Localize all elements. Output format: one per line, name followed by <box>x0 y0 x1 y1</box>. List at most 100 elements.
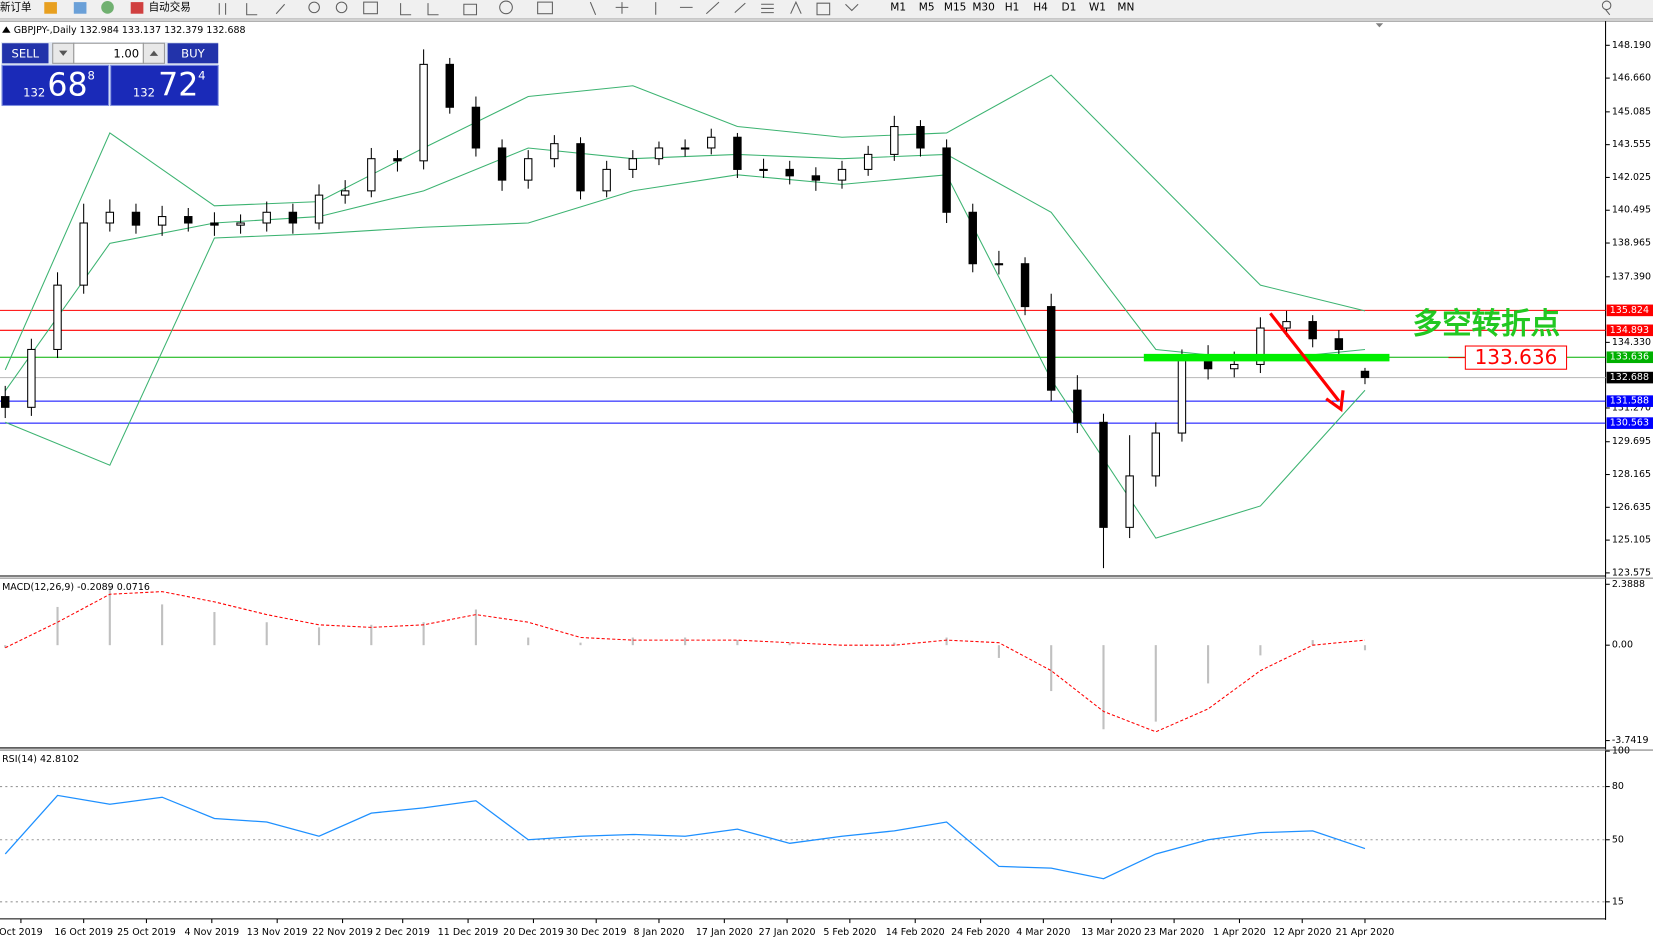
candle-body <box>1151 432 1161 477</box>
ask-main[interactable]: 72 <box>158 67 198 103</box>
icon[interactable] <box>73 2 87 14</box>
price-level-box <box>1606 395 1653 407</box>
x-tick-label: 4 Mar 2020 <box>1016 927 1070 938</box>
macd-title: MACD(12,26,9) -0.2089 0.0716 <box>2 582 150 593</box>
timeframe-button[interactable]: M1 <box>890 1 906 13</box>
icon[interactable] <box>101 1 114 14</box>
icon[interactable] <box>130 2 144 14</box>
red-arrow <box>1269 312 1341 402</box>
new-order-button[interactable]: 新订单 <box>0 0 32 13</box>
x-tick-label: 13 Nov 2019 <box>247 927 308 938</box>
timeframe-button[interactable]: M5 <box>919 1 935 13</box>
buy-button[interactable] <box>167 43 219 64</box>
bid-main[interactable]: 68 <box>47 67 87 103</box>
candle-body <box>471 106 481 149</box>
x-tick-label: 21 Apr 2020 <box>1336 927 1395 938</box>
candle-body <box>680 147 690 150</box>
ask-big[interactable]: 132 <box>133 85 155 99</box>
y-tick-label: 138.965 <box>1612 238 1651 249</box>
candle-body <box>968 211 977 265</box>
icon[interactable] <box>400 3 478 16</box>
timeframe-button[interactable]: M30 <box>972 1 994 13</box>
candle-body <box>942 147 951 213</box>
lot-value[interactable]: 1.00 <box>113 46 139 60</box>
y-tick-label: 126.635 <box>1612 502 1651 513</box>
y-tick-label: 143.555 <box>1612 139 1651 150</box>
candle-body <box>1282 321 1291 329</box>
candle-body <box>1203 359 1213 370</box>
icon[interactable] <box>499 0 513 15</box>
bid-big[interactable]: 132 <box>23 85 45 99</box>
y-tick-label: 140.495 <box>1612 205 1651 216</box>
sell-label[interactable]: SELL <box>12 46 40 60</box>
y-tick-label: 134.330 <box>1612 337 1651 348</box>
icon[interactable] <box>537 1 553 15</box>
shift-marker <box>1375 23 1384 28</box>
candle-body <box>707 136 716 149</box>
candle-body <box>288 211 298 224</box>
candle-body <box>1073 389 1082 423</box>
timeframe-button[interactable]: D1 <box>1062 1 1077 13</box>
icon[interactable] <box>335 1 348 14</box>
y-tick-label: 128.165 <box>1612 469 1651 480</box>
icon[interactable] <box>589 0 859 16</box>
lot-down-arrow[interactable] <box>59 50 68 56</box>
candle-body <box>236 222 245 226</box>
candle-body <box>1125 475 1134 528</box>
ask-sup[interactable]: 4 <box>198 68 205 82</box>
candle-body <box>837 168 847 181</box>
icon[interactable] <box>44 2 57 14</box>
timeframe-bar: M1 M5 M15 M30 H1 H4 D1 W1 MN <box>890 1 1134 13</box>
bollinger-middle <box>4 147 1366 392</box>
y-tick-label: 15 <box>1612 896 1624 907</box>
y-tick-label: 148.190 <box>1612 40 1651 51</box>
price-level-box <box>1606 324 1653 337</box>
buy-label[interactable]: BUY <box>181 46 205 60</box>
candle-body <box>1020 263 1030 308</box>
auto-trading-button[interactable]: 自动交易 <box>149 0 191 13</box>
y-tick-label: 0.00 <box>1612 640 1633 651</box>
candle-body <box>733 136 742 170</box>
bid-box[interactable] <box>1 64 110 107</box>
x-tick-label: 23 Mar 2020 <box>1144 927 1204 938</box>
toolbar-icons <box>218 0 1612 16</box>
sell-button[interactable] <box>2 43 49 64</box>
x-tick-label: 1 Apr 2020 <box>1213 927 1266 938</box>
y-tick-label: 123.575 <box>1612 567 1651 578</box>
candle-body <box>1256 327 1265 365</box>
lot-up-arrow[interactable] <box>149 50 159 56</box>
bid-sup[interactable]: 8 <box>87 68 94 82</box>
toolbar <box>0 0 1653 19</box>
search-icon[interactable] <box>1601 0 1612 16</box>
timeframe-button[interactable]: W1 <box>1089 1 1106 13</box>
icon[interactable] <box>308 1 320 14</box>
candle-body <box>994 263 1004 266</box>
y-tick-label: -3.7419 <box>1612 735 1649 746</box>
candle-body <box>393 158 402 162</box>
bollinger-lower <box>5 174 1366 539</box>
icon[interactable] <box>363 1 378 15</box>
candle-body <box>53 284 62 350</box>
x-tick-label: 25 Oct 2019 <box>117 927 176 938</box>
y-tick-label: 100 <box>1612 746 1630 757</box>
timeframe-button[interactable]: H4 <box>1033 1 1048 13</box>
timeframe-button[interactable]: M15 <box>944 1 966 13</box>
candle-body <box>367 158 376 192</box>
icon[interactable] <box>218 3 286 16</box>
collapse-arrow[interactable] <box>2 26 11 33</box>
x-tick-label: 14 Feb 2020 <box>886 927 945 938</box>
macd-signal <box>5 591 1366 733</box>
price-level-box <box>1606 417 1653 429</box>
x-tick-label: 4 Nov 2019 <box>184 927 239 938</box>
candle-body <box>523 158 533 181</box>
y-tick-label: 137.390 <box>1612 271 1651 282</box>
candle-body <box>497 147 507 181</box>
candle-body <box>184 216 193 224</box>
price-level-label: 133.636 <box>1610 352 1649 363</box>
timeframe-button[interactable]: MN <box>1117 1 1134 13</box>
ask-box[interactable] <box>110 64 219 107</box>
timeframe-button[interactable]: H1 <box>1005 1 1020 13</box>
y-tick-label: 2.3888 <box>1612 579 1645 590</box>
x-tick-label: 24 Feb 2020 <box>951 927 1010 938</box>
